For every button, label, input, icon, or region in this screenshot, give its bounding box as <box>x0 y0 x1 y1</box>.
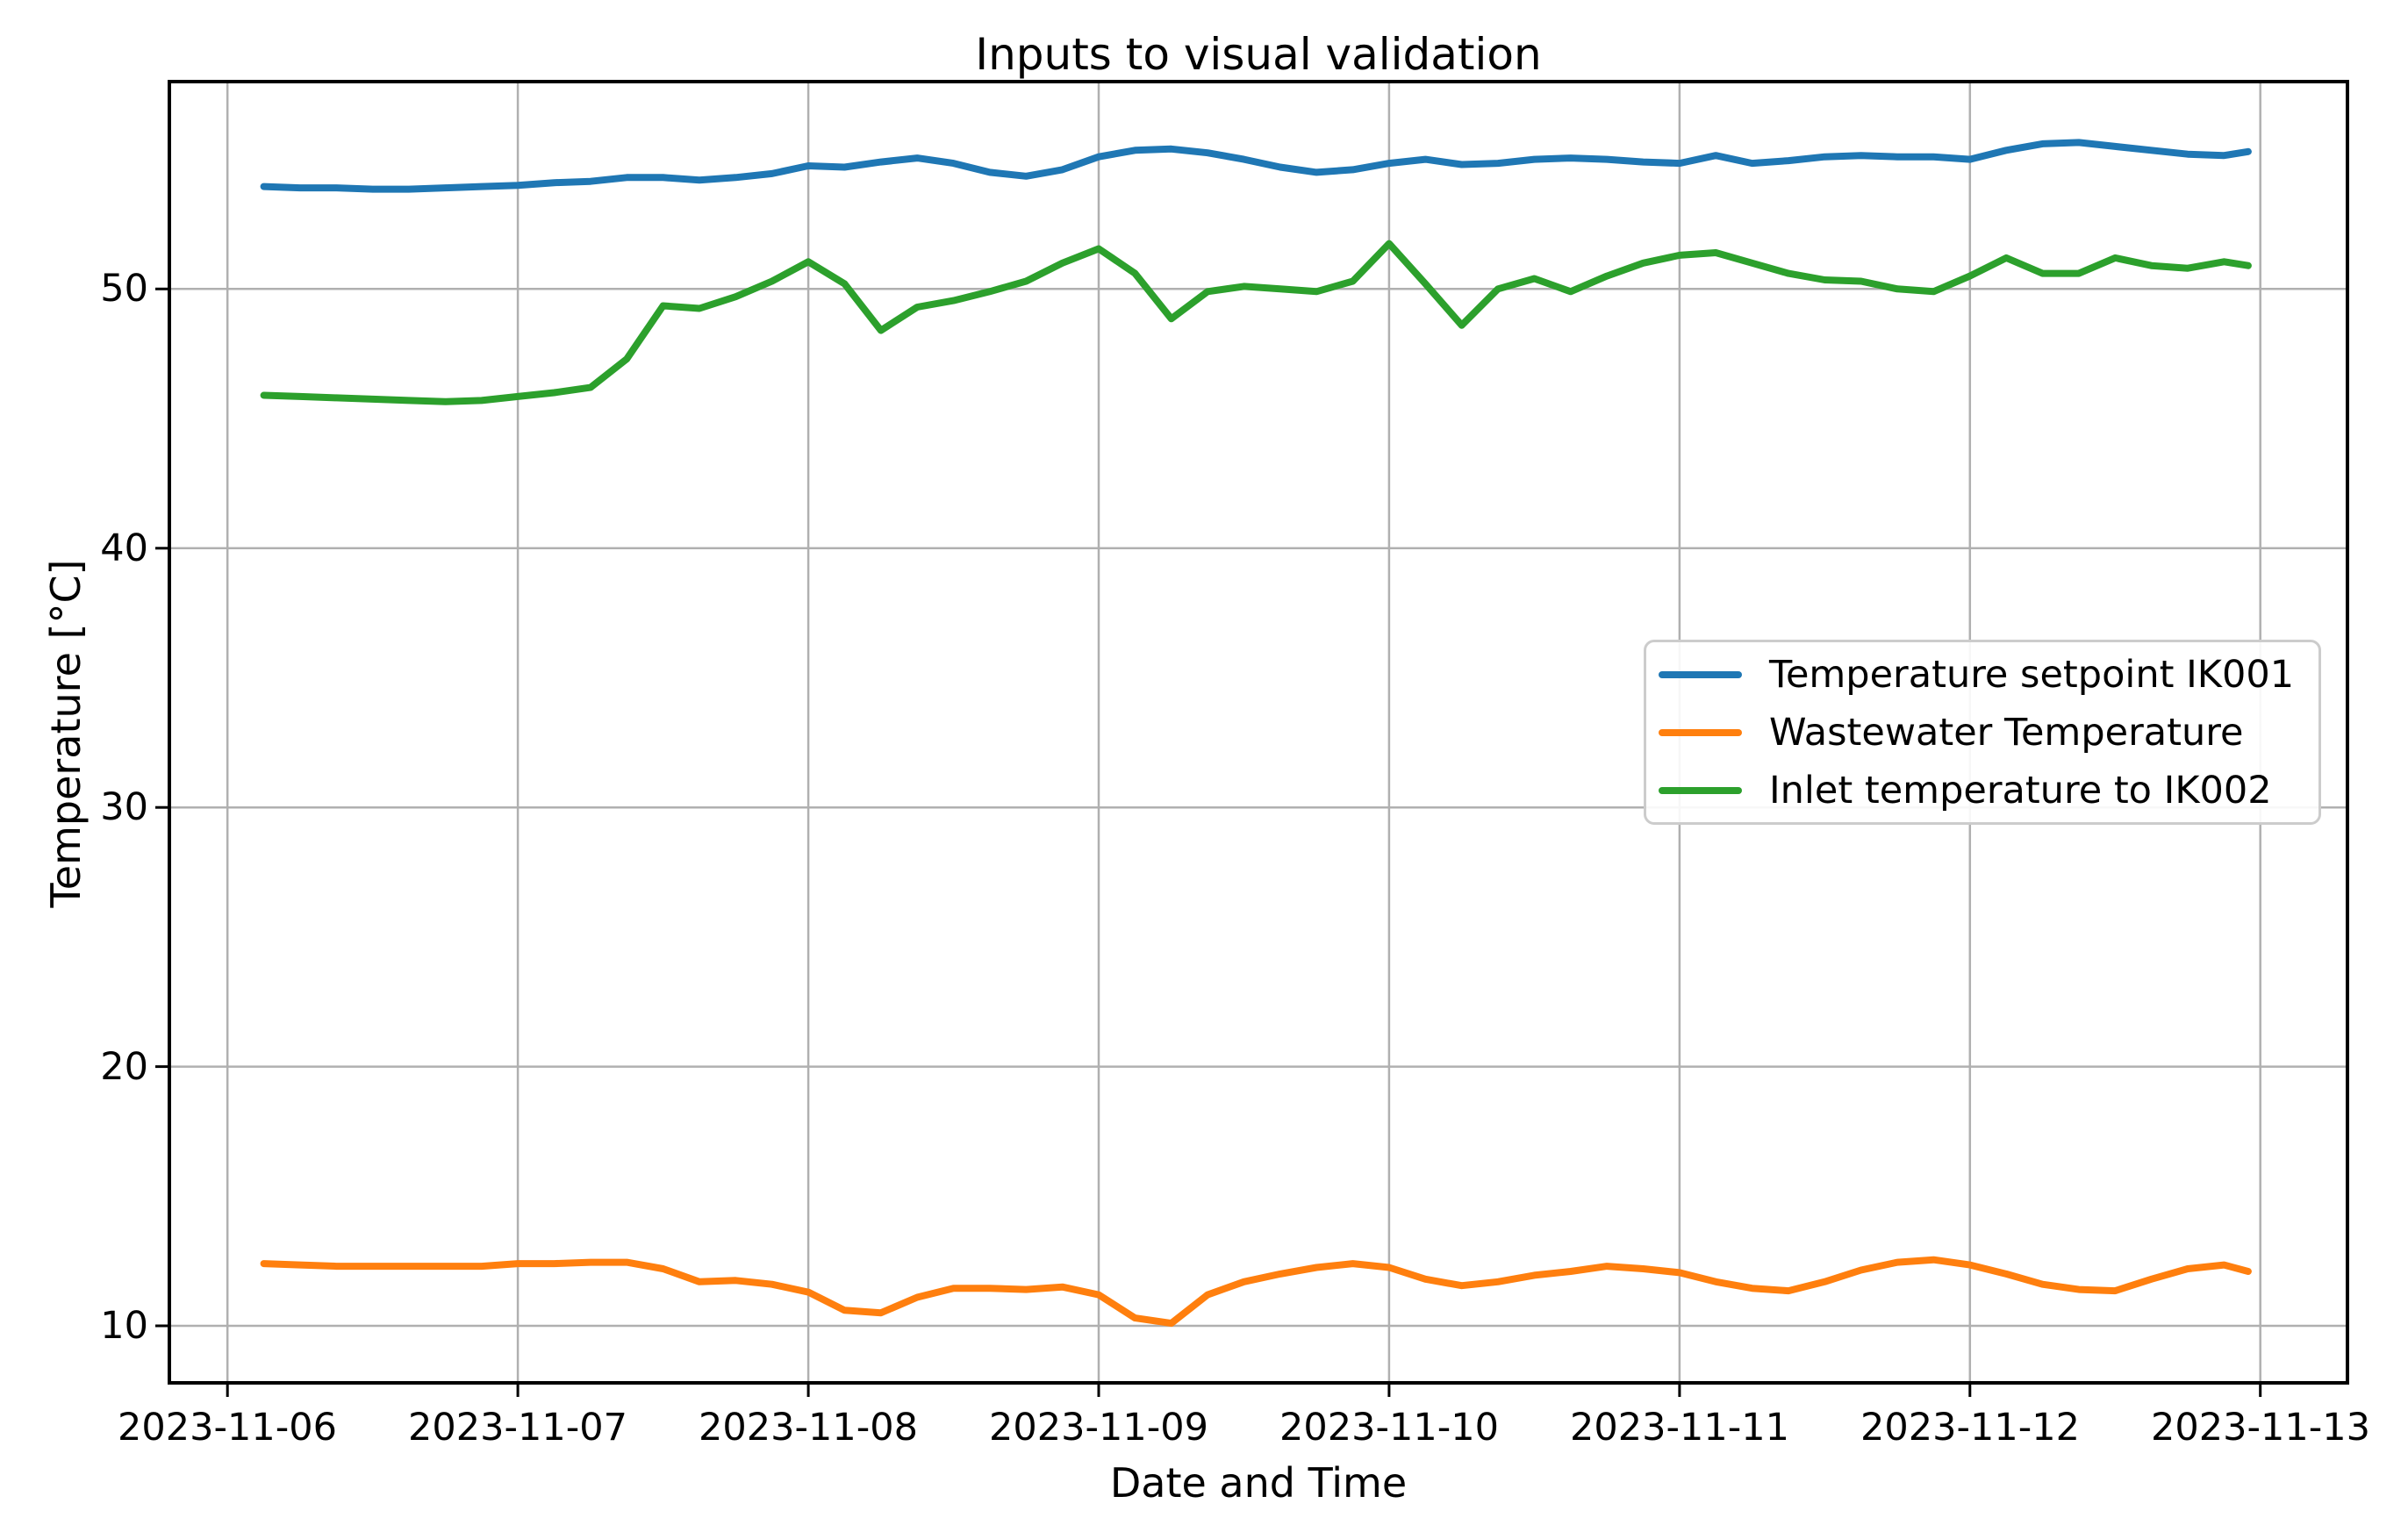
y-tick-label-50: 50 <box>100 267 148 311</box>
legend-line-sample-green <box>1659 786 1742 794</box>
x-tick-label-2023-11-06: 2023-11-06 <box>118 1406 337 1450</box>
x-tick-label-2023-11-07: 2023-11-07 <box>408 1406 627 1450</box>
legend-box: Temperature setpoint IK001 Wastewater Te… <box>1644 640 2321 825</box>
legend-label: Temperature setpoint IK001 <box>1769 652 2295 697</box>
legend-line-sample-blue <box>1659 670 1742 678</box>
x-tick-label-2023-11-10: 2023-11-10 <box>1279 1406 1499 1450</box>
x-tick-label-2023-11-09: 2023-11-09 <box>989 1406 1208 1450</box>
chart-title: Inputs to visual validation <box>975 29 1542 80</box>
y-tick-label-10: 10 <box>100 1304 148 1348</box>
y-tick-label-20: 20 <box>100 1045 148 1089</box>
y-tick-label-40: 40 <box>100 526 148 570</box>
x-axis-label: Date and Time <box>1109 1459 1408 1507</box>
y-tick-label-30: 30 <box>100 785 148 829</box>
x-tick-label-2023-11-13: 2023-11-13 <box>2151 1406 2370 1450</box>
legend-item-setpoint: Temperature setpoint IK001 <box>1646 646 2318 704</box>
y-axis-label: Temperature [°C] <box>42 559 90 908</box>
legend-item-wastewater: Wastewater Temperature <box>1646 704 2318 762</box>
legend-line-sample-orange <box>1659 728 1742 736</box>
x-tick-label-2023-11-11: 2023-11-11 <box>1570 1406 1789 1450</box>
legend-item-inlet: Inlet temperature to IK002 <box>1646 762 2318 820</box>
legend-label: Wastewater Temperature <box>1769 710 2244 755</box>
x-tick-label-2023-11-08: 2023-11-08 <box>699 1406 918 1450</box>
legend-label: Inlet temperature to IK002 <box>1769 768 2272 813</box>
x-tick-label-2023-11-12: 2023-11-12 <box>1860 1406 2080 1450</box>
